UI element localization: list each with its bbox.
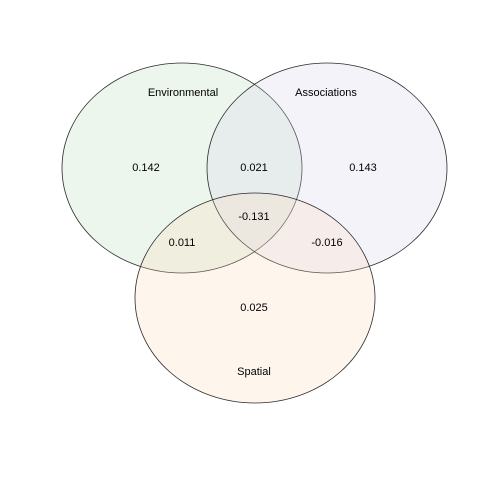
associations-only-value: 0.143 [349, 162, 377, 174]
environmental-only-value: 0.142 [132, 162, 160, 174]
environmental-associations-overlap-value: 0.021 [240, 162, 268, 174]
environmental-set-label: Environmental [148, 87, 218, 99]
spatial-set-ellipse [134, 192, 376, 404]
environmental-spatial-overlap-value: 0.011 [169, 237, 196, 249]
associations-spatial-overlap-value: -0.016 [311, 237, 342, 249]
spatial-set-label: Spatial [237, 366, 271, 378]
environmental-set-ellipse [61, 62, 303, 274]
associations-set-ellipse [206, 62, 448, 274]
associations-set-label: Associations [295, 87, 357, 99]
spatial-only-value: 0.025 [240, 302, 268, 314]
all-three-overlap-value: -0.131 [238, 211, 269, 223]
